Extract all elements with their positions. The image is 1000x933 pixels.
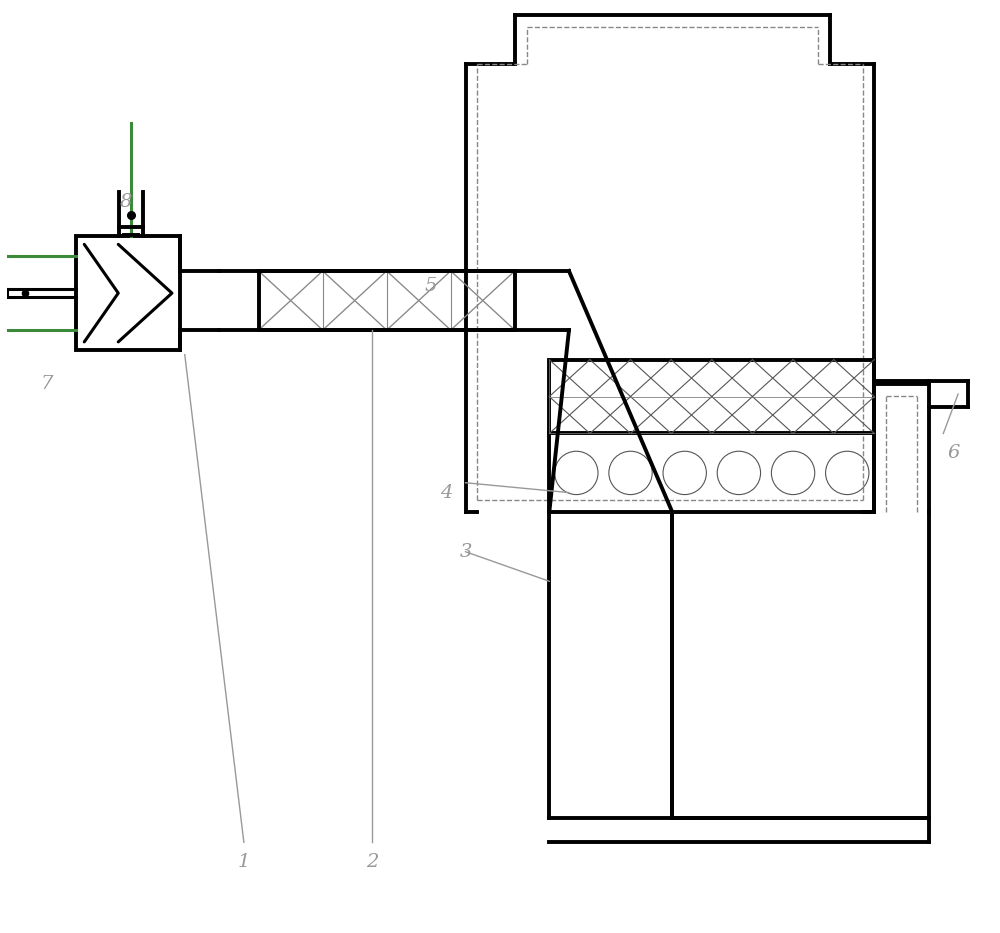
Text: 4: 4 bbox=[440, 483, 452, 502]
Bar bbox=[259, 271, 515, 330]
Bar bbox=[549, 359, 874, 512]
Text: 3: 3 bbox=[459, 543, 472, 561]
Text: 1: 1 bbox=[238, 853, 250, 871]
Text: 6: 6 bbox=[947, 444, 959, 462]
Text: 8: 8 bbox=[119, 193, 132, 211]
Text: 5: 5 bbox=[425, 277, 437, 295]
Bar bbox=[76, 236, 180, 350]
Text: 2: 2 bbox=[366, 853, 378, 871]
Text: 7: 7 bbox=[41, 375, 53, 393]
